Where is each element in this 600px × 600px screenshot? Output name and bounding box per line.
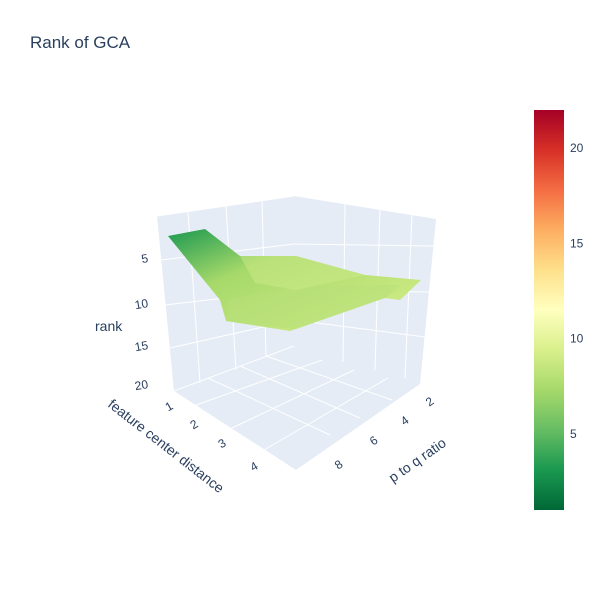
floor-plane <box>174 346 420 470</box>
grid-line <box>156 195 295 217</box>
colorbar-ticks: 5 10 15 20 <box>570 141 584 441</box>
grid-line <box>239 365 361 419</box>
z-tick-label: 10 <box>134 296 150 312</box>
surface <box>168 229 421 331</box>
colorbar-tick-label: 10 <box>570 332 584 346</box>
colorbar-tick-label: 20 <box>570 141 584 155</box>
colorbar: 5 10 15 20 <box>534 110 584 510</box>
grid-line <box>207 377 331 436</box>
y-tick-label: 1 <box>163 399 176 415</box>
y-tick-label: 3 <box>216 436 229 452</box>
grid-line <box>263 377 389 451</box>
z-tick-label: 15 <box>134 338 150 354</box>
colorbar-tick-label: 5 <box>570 427 577 441</box>
grid-line <box>293 319 426 338</box>
z-tick-label: 20 <box>134 377 150 393</box>
x-tick-label: 8 <box>332 457 346 472</box>
colorbar-tick-label: 15 <box>570 236 584 250</box>
x-tick-label: 2 <box>423 394 437 409</box>
z-tick-label: 5 <box>140 251 149 266</box>
surface-shade <box>226 285 400 329</box>
y-tick-label: 2 <box>188 417 201 433</box>
chart-title: Rank of GCA <box>30 33 131 52</box>
x-tick-label: 6 <box>367 433 381 448</box>
grid-line <box>173 345 295 392</box>
z-axis-ticks: 5 10 15 20 <box>134 251 150 393</box>
grid-line <box>195 359 323 406</box>
y-tick-label: 4 <box>248 459 261 475</box>
x-tick-label: 4 <box>398 413 412 428</box>
x-axis-title: p to q ratio <box>386 434 450 485</box>
grid-line <box>265 355 393 401</box>
grid-line <box>404 214 413 379</box>
grid-line <box>231 369 355 429</box>
z-axis-title: rank <box>95 318 123 334</box>
colorbar-gradient <box>534 110 564 510</box>
surface-highlight <box>240 256 365 290</box>
